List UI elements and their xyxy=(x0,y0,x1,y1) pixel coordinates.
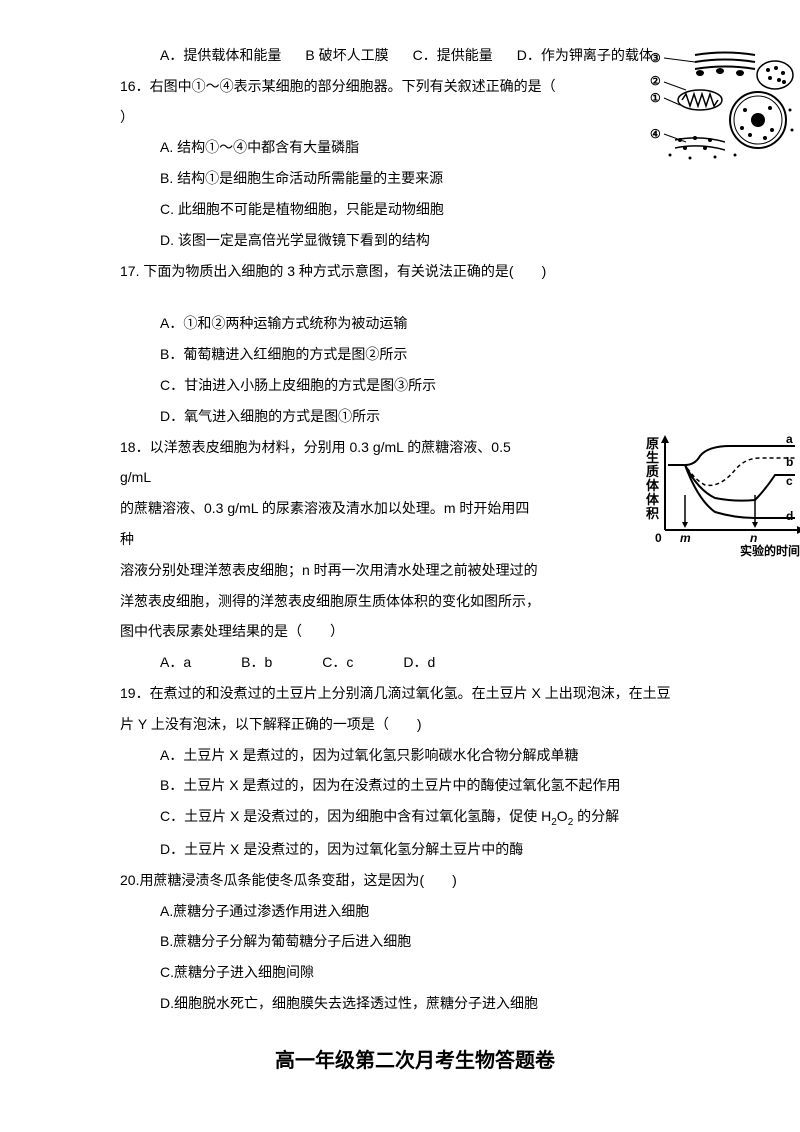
svg-text:n: n xyxy=(750,531,757,545)
q17-opt-d: D．氧气进入细胞的方式是图①所示 xyxy=(120,401,710,432)
q17-opt-c: C．甘油进入小肠上皮细胞的方式是图③所示 xyxy=(120,370,710,401)
q18-line2: 的蔗糖溶液、0.3 g/mL 的尿素溶液及清水加以处理。m 时开始用四种 xyxy=(120,493,710,555)
q17-opt-a: A．①和②两种运输方式统称为被动运输 xyxy=(120,308,710,339)
q16-opt-b: B. 结构①是细胞生命活动所需能量的主要来源 xyxy=(120,163,710,194)
q15-options: A．提供载体和能量 B 破坏人工膜 C．提供能量 D．作为钾离子的载体 xyxy=(120,40,710,71)
q20-stem: 20.用蔗糖浸渍冬瓜条能使冬瓜条变甜，这是因为( ) xyxy=(120,865,710,896)
q18-line5: 图中代表尿素处理结果的是（ ） xyxy=(120,616,710,647)
q18-opt-d: D．d xyxy=(403,647,435,678)
svg-text:实验的时间: 实验的时间 xyxy=(740,543,800,558)
q15-opt-d: D．作为钾离子的载体 xyxy=(517,40,653,71)
q19-opt-c: C．土豆片 X 是没煮过的，因为细胞中含有过氧化氢酶，促使 H2O2 的分解 xyxy=(120,801,710,834)
svg-text:a: a xyxy=(786,432,793,446)
q20-opt-d: D.细胞脱水死亡，细胞膜失去选择透过性，蔗糖分子进入细胞 xyxy=(120,988,710,1019)
q19-optc-post: 的分解 xyxy=(573,808,619,824)
q18-line4: 洋葱表皮细胞，测得的洋葱表皮细胞原生质体体积的变化如图所示， xyxy=(120,586,710,617)
q18-line3: 溶液分别处理洋葱表皮细胞；n 时再一次用清水处理之前被处理过的 xyxy=(120,555,710,586)
q16-opt-a: A. 结构①～④中都含有大量磷脂 xyxy=(120,132,710,163)
q20-opt-b: B.蔗糖分子分解为葡萄糖分子后进入细胞 xyxy=(120,926,710,957)
q15-opt-a: A．提供载体和能量 xyxy=(160,40,281,71)
answer-sheet-title: 高一年级第二次月考生物答题卷 xyxy=(120,1039,710,1083)
q18-opt-a: A．a xyxy=(160,647,191,678)
q18-line1: 18．以洋葱表皮细胞为材料，分别用 0.3 g/mL 的蔗糖溶液、0.5 g/m… xyxy=(120,432,710,494)
q17-opt-b: B．葡萄糖进入红细胞的方式是图②所示 xyxy=(120,339,710,370)
svg-text:③: ③ xyxy=(650,51,661,65)
q20-opt-c: C.蔗糖分子进入细胞间隙 xyxy=(120,957,710,988)
q16-stem1: 16．右图中①～④表示某细胞的部分细胞器。下列有关叙述正确的是（ xyxy=(120,71,710,102)
q19-line1: 19．在煮过的和没煮过的土豆片上分别滴几滴过氧化氢。在土豆片 X 上出现泡沫，在… xyxy=(120,678,710,709)
q16-opt-d: D. 该图一定是高倍光学显微镜下看到的结构 xyxy=(120,225,710,256)
q19-optc-pre: C．土豆片 X 是没煮过的，因为细胞中含有过氧化氢酶，促使 H xyxy=(160,808,551,824)
q15-opt-c: C．提供能量 xyxy=(413,40,493,71)
q19-optc-mid: O xyxy=(557,808,568,824)
q18-options: A．a B．b C．c D．d xyxy=(120,647,710,678)
q18-opt-b: B．b xyxy=(241,647,272,678)
q19-opt-b: B．土豆片 X 是煮过的，因为在没煮过的土豆片中的酶使过氧化氢不起作用 xyxy=(120,770,710,801)
svg-text:b: b xyxy=(786,455,793,469)
svg-text:d: d xyxy=(786,509,793,523)
q18-opt-c: C．c xyxy=(322,647,353,678)
q20-opt-a: A.蔗糖分子通过渗透作用进入细胞 xyxy=(120,896,710,927)
svg-text:c: c xyxy=(786,474,793,488)
q15-opt-b: B 破坏人工膜 xyxy=(305,40,388,71)
q16-stem2: ） xyxy=(120,102,710,133)
q17-stem: 17. 下面为物质出入细胞的 3 种方式示意图，有关说法正确的是( ) xyxy=(120,256,710,287)
q19-opt-a: A．土豆片 X 是煮过的，因为过氧化氢只影响碳水化合物分解成单糖 xyxy=(120,740,710,771)
q16-opt-c: C. 此细胞不可能是植物细胞，只能是动物细胞 xyxy=(120,194,710,225)
q19-opt-d: D．土豆片 X 是没煮过的，因为过氧化氢分解土豆片中的酶 xyxy=(120,834,710,865)
q19-line2: 片 Y 上没有泡沫，以下解释正确的一项是（ ) xyxy=(120,709,710,740)
